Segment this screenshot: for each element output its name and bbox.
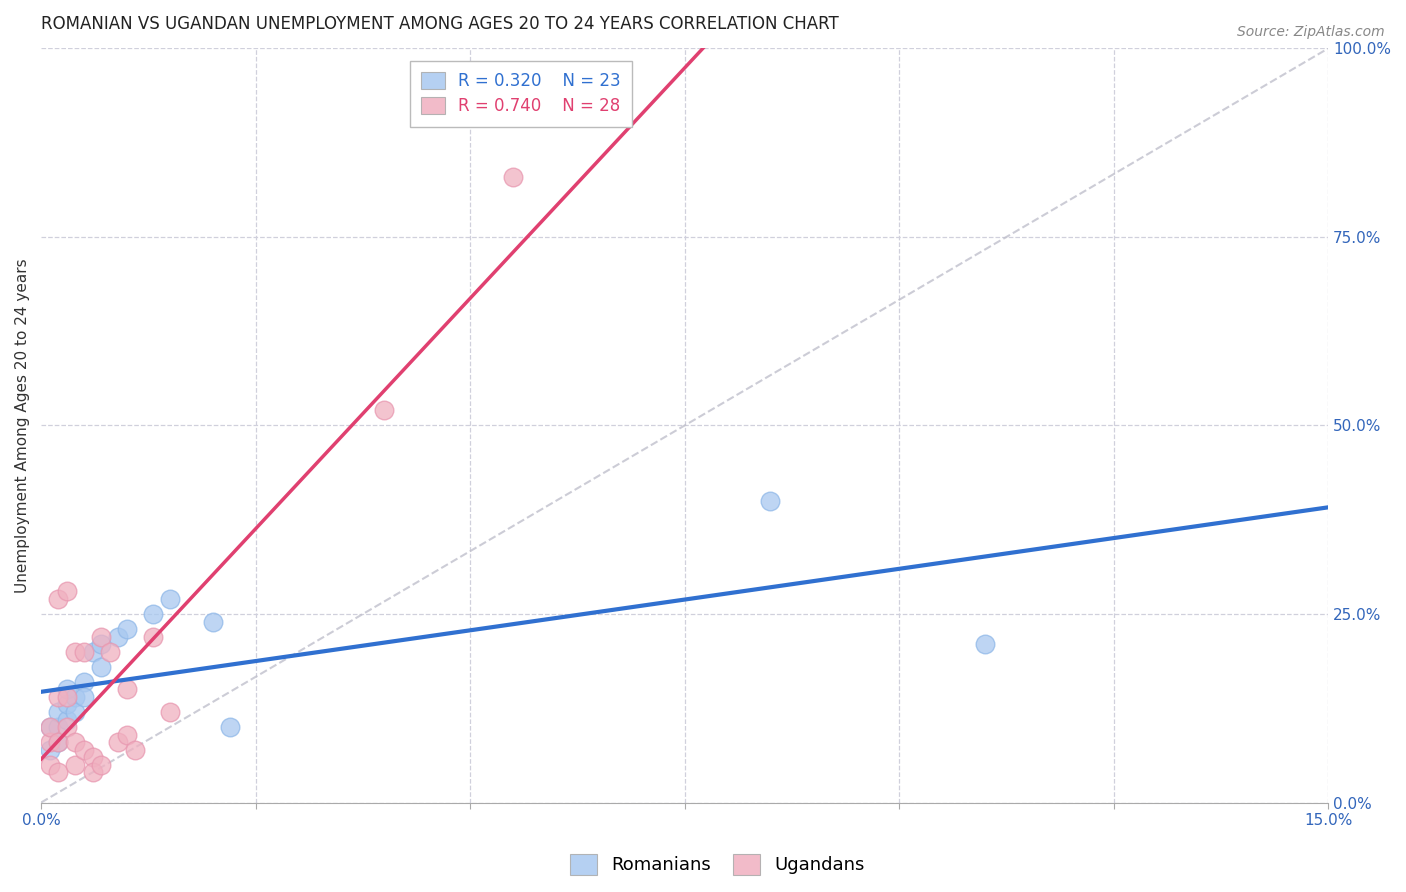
Point: [759, 494, 782, 508]
Point: [65, 757, 87, 772]
Point: [73, 690, 96, 704]
Point: [56, 690, 79, 704]
Text: Source: ZipAtlas.com: Source: ZipAtlas.com: [1237, 25, 1385, 39]
Legend: R = 0.320    N = 23, R = 0.740    N = 28: R = 0.320 N = 23, R = 0.740 N = 28: [409, 61, 633, 127]
Point: [56, 584, 79, 599]
Point: [56, 698, 79, 712]
Point: [142, 630, 165, 644]
Point: [159, 705, 181, 719]
Point: [65, 690, 87, 704]
Point: [46, 720, 69, 734]
Point: [90, 660, 112, 674]
Point: [73, 743, 96, 757]
Y-axis label: Unemployment Among Ages 20 to 24 years: Unemployment Among Ages 20 to 24 years: [15, 258, 30, 593]
Text: ROMANIAN VS UGANDAN UNEMPLOYMENT AMONG AGES 20 TO 24 YEARS CORRELATION CHART: ROMANIAN VS UGANDAN UNEMPLOYMENT AMONG A…: [41, 15, 839, 33]
Point: [115, 622, 138, 636]
Point: [124, 743, 146, 757]
Point: [65, 705, 87, 719]
Point: [56, 682, 79, 697]
Point: [107, 630, 129, 644]
Point: [65, 735, 87, 749]
Point: [201, 615, 224, 629]
Point: [373, 403, 395, 417]
Point: [46, 735, 69, 749]
Point: [38, 743, 60, 757]
Legend: Romanians, Ugandans: Romanians, Ugandans: [562, 847, 872, 882]
Point: [65, 645, 87, 659]
Point: [46, 765, 69, 780]
Point: [159, 591, 181, 606]
Point: [82, 750, 104, 764]
Point: [90, 630, 112, 644]
Point: [90, 757, 112, 772]
Point: [38, 720, 60, 734]
Point: [107, 735, 129, 749]
Point: [502, 169, 524, 184]
Point: [115, 682, 138, 697]
Point: [46, 591, 69, 606]
Point: [142, 607, 165, 621]
Point: [46, 705, 69, 719]
Point: [38, 720, 60, 734]
Point: [90, 637, 112, 651]
Point: [73, 674, 96, 689]
Point: [56, 720, 79, 734]
Point: [46, 690, 69, 704]
Point: [56, 713, 79, 727]
Point: [974, 637, 997, 651]
Point: [82, 765, 104, 780]
Point: [98, 645, 121, 659]
Point: [38, 735, 60, 749]
Point: [38, 757, 60, 772]
Point: [82, 645, 104, 659]
Point: [218, 720, 240, 734]
Point: [73, 645, 96, 659]
Point: [115, 728, 138, 742]
Point: [46, 735, 69, 749]
